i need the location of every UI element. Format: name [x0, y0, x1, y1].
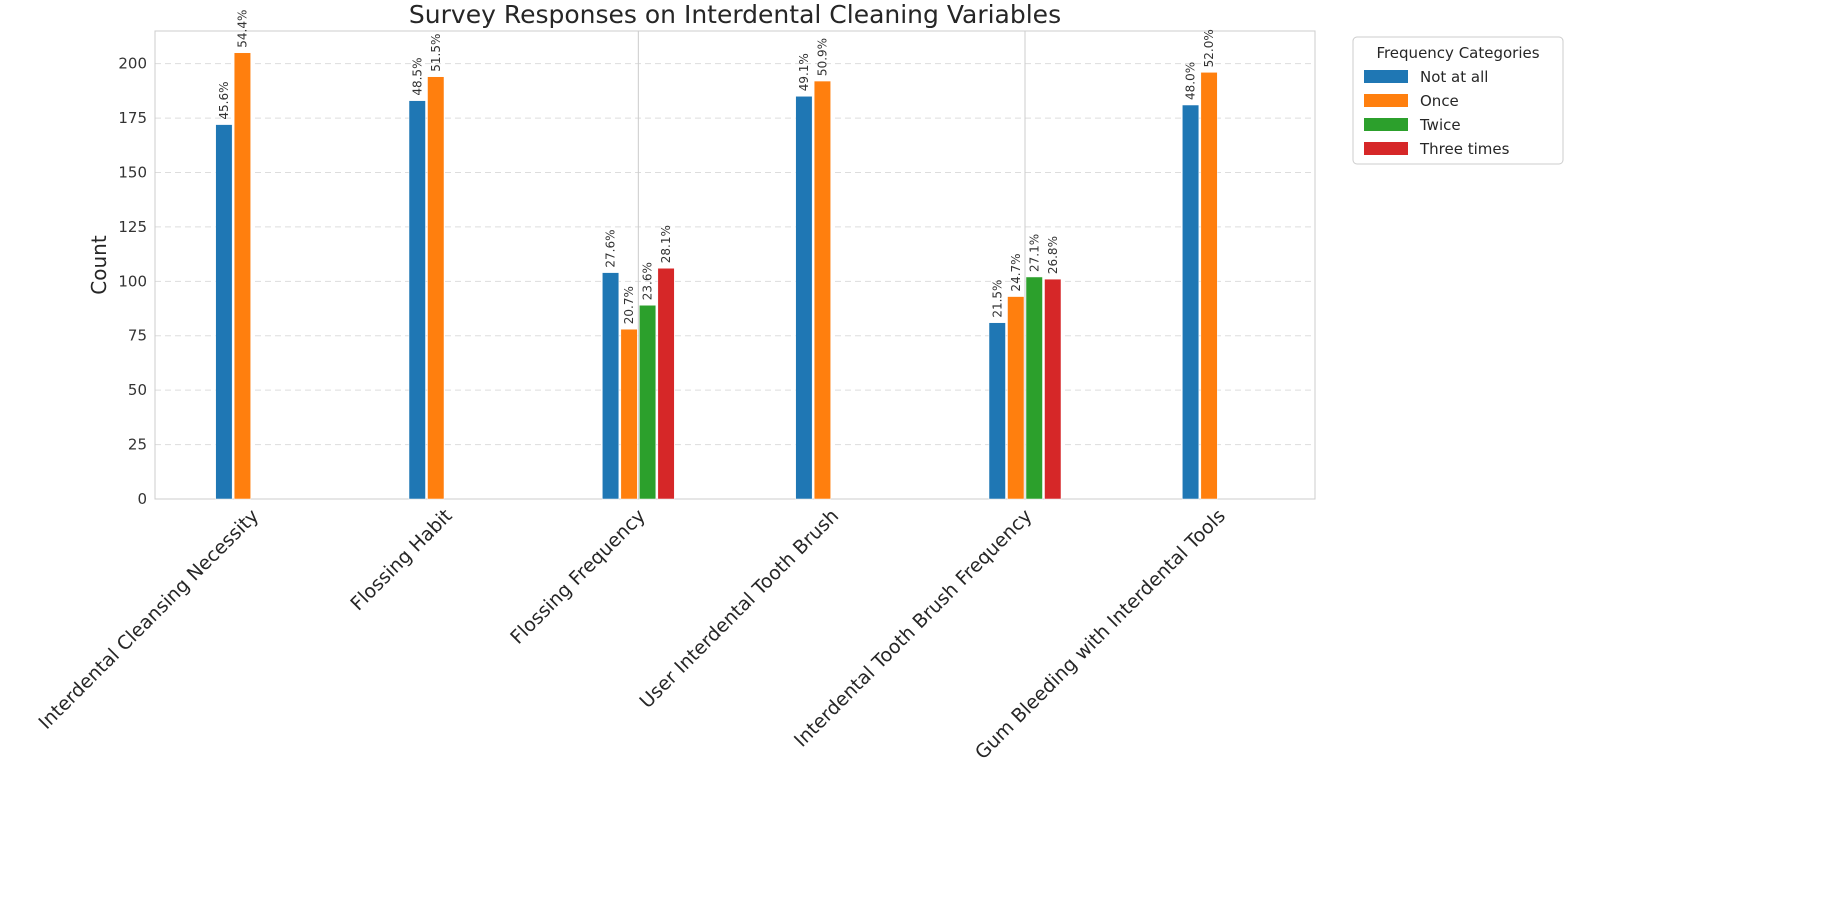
- legend-entry: Not at all: [1420, 68, 1488, 86]
- y-tick-label: 200: [118, 55, 147, 73]
- plot-area-frame: [154, 30, 1316, 500]
- legend-swatch: [1364, 70, 1408, 83]
- bar-once: [1007, 296, 1025, 500]
- bar-twice: [639, 305, 657, 500]
- x-tick-label: Interdental Tooth Brush Frequency: [790, 505, 1037, 752]
- x-tick-label: User Interdental Tooth Brush: [635, 505, 843, 713]
- x-tick-label: Flossing Frequency: [506, 505, 650, 649]
- y-tick-label: 175: [118, 109, 147, 127]
- bar-twice: [1025, 276, 1043, 500]
- bar-value-label: 54.4%: [235, 10, 249, 48]
- legend-entry: Once: [1420, 92, 1459, 110]
- bar-not-at-all: [1182, 104, 1200, 500]
- bar-value-label: 51.5%: [429, 34, 443, 72]
- bar-value-label: 26.8%: [1046, 236, 1060, 274]
- legend-swatch: [1364, 94, 1408, 107]
- bar-value-label: 28.1%: [659, 225, 673, 263]
- bar-not-at-all: [215, 124, 233, 500]
- grid-lines: [155, 63, 1315, 446]
- bar-value-label: 27.6%: [604, 229, 618, 267]
- bar-not-at-all: [988, 322, 1006, 500]
- bar-once: [1200, 72, 1218, 500]
- vertical-gridlines: [637, 31, 1026, 499]
- legend-entry: Three times: [1419, 140, 1510, 158]
- legend-frame: [1352, 36, 1564, 165]
- y-tick-label: 100: [118, 272, 147, 290]
- bar-value-label: 50.9%: [815, 38, 829, 76]
- bar-once: [813, 80, 831, 500]
- bar-once: [620, 328, 638, 500]
- y-axis-ticks: 0 25 50 75 100 125 150 175 200: [118, 55, 147, 508]
- bar-value-label: 27.1%: [1027, 234, 1041, 272]
- bar-value-label: 45.6%: [217, 81, 231, 119]
- bar-value-label: 48.0%: [1184, 62, 1198, 100]
- bar-not-at-all: [408, 100, 426, 500]
- y-tick-label: 0: [137, 490, 147, 508]
- legend-title: Frequency Categories: [1376, 44, 1539, 62]
- x-axis-ticks: Interdental Cleansing Necessity Flossing …: [34, 505, 1229, 764]
- bar-three-times: [1044, 278, 1062, 500]
- bar-not-at-all: [795, 96, 813, 500]
- bar-three-times: [657, 268, 675, 500]
- bar-value-label: 49.1%: [797, 53, 811, 91]
- legend-entry: Twice: [1419, 116, 1461, 134]
- bar-once: [427, 76, 445, 500]
- y-axis-label: Count: [87, 235, 111, 295]
- bar-once: [233, 52, 251, 500]
- y-tick-label: 150: [118, 163, 147, 181]
- legend-swatch: [1364, 118, 1408, 131]
- chart-title: Survey Responses on Interdental Cleaning…: [409, 0, 1061, 29]
- bar-value-label: 48.5%: [410, 58, 424, 96]
- x-tick-label: Interdental Cleansing Necessity: [34, 505, 263, 734]
- y-tick-label: 125: [118, 218, 147, 236]
- legend-swatch: [1364, 142, 1408, 155]
- bar-value-label: 23.6%: [641, 262, 655, 300]
- y-tick-label: 75: [128, 327, 147, 345]
- bar-not-at-all: [602, 272, 620, 500]
- y-tick-label: 25: [128, 436, 147, 454]
- y-tick-label: 50: [128, 381, 147, 399]
- bar-labels: 45.6% 54.4% 48.5% 51.5% 27.6% 20.7% 23.6% 28.1%…: [217, 10, 1216, 325]
- x-tick-label: Flossing Habit: [346, 505, 456, 615]
- legend: Frequency Categories Not at all Once Twice…: [1352, 36, 1564, 165]
- bar-value-label: 24.7%: [1009, 253, 1023, 291]
- bar-value-label: 21.5%: [990, 280, 1004, 318]
- bars: [215, 52, 1218, 500]
- bar-value-label: 20.7%: [622, 286, 636, 324]
- bar-value-label: 52.0%: [1202, 29, 1216, 67]
